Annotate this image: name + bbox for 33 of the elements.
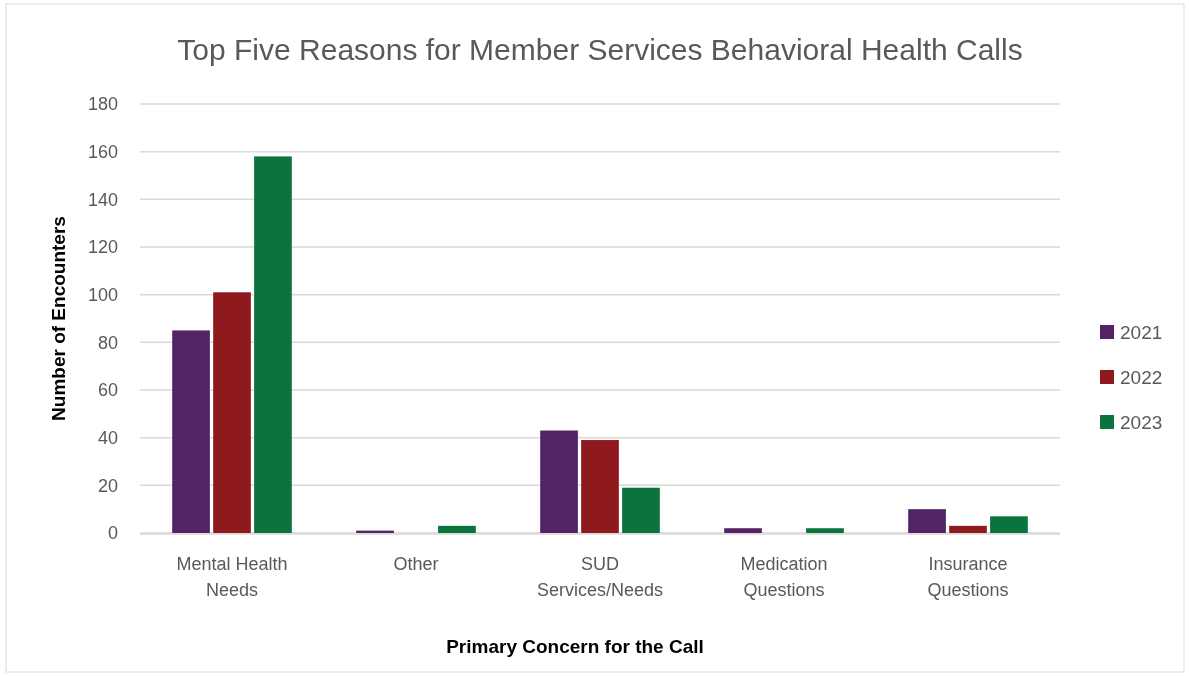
bar [172,330,210,533]
bar [949,525,987,533]
legend-label: 2023 [1120,411,1163,433]
bar [806,528,844,533]
x-tick-label: Medication Questions [740,554,828,600]
x-tick-label: Other [393,554,439,574]
y-tick-label: 100 [87,284,118,305]
y-tick-label: 180 [87,94,118,115]
x-tick-label: Mental Health Needs [176,554,288,600]
y-axis-title: Number of Encounters [48,216,69,421]
y-tick-label: 120 [87,237,118,258]
x-axis-title: Primary Concern for the Call [446,636,704,657]
bar [213,292,251,533]
bar [622,487,660,533]
bar [254,156,292,533]
bar [724,528,762,533]
x-tick-label: Insurance Questions [927,554,1009,600]
y-tick-label: 160 [87,141,118,162]
bar [540,430,578,533]
x-tick-label: SUD Services/Needs [536,554,664,600]
legend-label: 2021 [1120,321,1163,343]
chart-title: Top Five Reasons for Member Services Behavioral Health Calls [177,33,1023,66]
y-tick-label: 140 [87,189,118,210]
y-tick-label: 60 [97,380,118,401]
bar [581,440,619,533]
y-tick-label: 0 [107,523,118,544]
legend-label: 2022 [1120,366,1163,388]
bar [438,525,476,533]
y-tick-label: 80 [97,332,118,353]
y-tick-label: 20 [97,475,118,496]
bar [990,516,1028,533]
bar [908,509,946,533]
y-tick-label: 40 [97,427,118,448]
